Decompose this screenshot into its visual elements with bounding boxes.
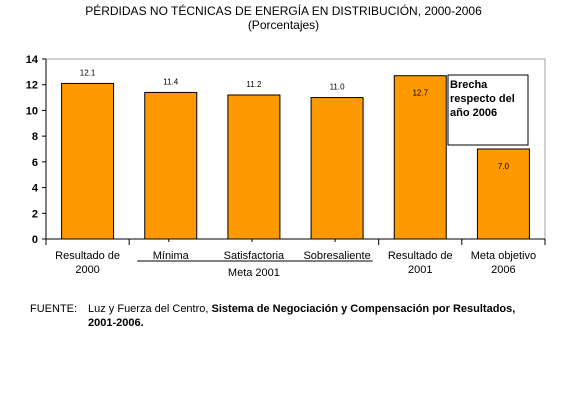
bar-chart: 0 2 4 6 8 10 12 14 12.1 11.4 11.2 11.0 12.7 7.0 Result… [26,54,546,279]
chart-title: PÉRDIDAS NO TÉCNICAS DE ENERGÍA EN DISTR… [85,4,482,18]
source-bold: Sistema de Negociación y Compensación po… [211,303,516,315]
y-tick-label: 6 [32,157,38,169]
category-label: Resultado de [388,250,453,262]
source-label: FUENTE: [30,303,78,315]
y-tick-label: 4 [32,183,39,195]
y-tick-label: 2 [32,208,38,220]
bar [227,94,281,240]
y-tick-label: 12 [26,80,38,92]
annotation-text: respecto del [450,93,515,105]
category-label: Meta objetivo [471,250,536,262]
data-label: 7.0 [498,162,510,171]
category-label: 2006 [491,264,515,276]
group-label: Meta 2001 [228,267,280,279]
bar [393,75,447,240]
category-label: Sobresaliente [303,250,370,262]
y-tick-label: 8 [32,131,38,143]
bar [144,91,198,240]
annotation-text: año 2006 [450,107,497,119]
category-label: Mínima [153,250,190,262]
annotation-text: Brecha [450,79,488,91]
data-label: 11.2 [246,80,262,89]
y-tick-label: 10 [26,105,38,117]
source-bold-years: 2001-2006. [88,317,144,329]
bar [476,148,530,240]
category-label: 2001 [408,264,432,276]
category-label: 2000 [75,264,99,276]
bar [61,82,115,240]
y-tick-label: 0 [32,234,38,246]
annotation-box [447,74,529,146]
source-text: Luz y Fuerza del Centro, Sistema de Nego… [88,302,558,330]
data-label: 12.7 [412,89,428,98]
data-label: 11.0 [330,83,346,92]
category-label: Resultado de [55,250,120,262]
y-tick-label: 14 [26,54,39,66]
source-plain: Luz y Fuerza del Centro, [88,303,212,315]
data-label: 11.4 [163,77,179,86]
data-label: 12.1 [80,68,96,77]
category-label: Satisfactoria [224,250,285,262]
bar [310,97,364,240]
chart-subtitle: (Porcentajes) [247,18,320,32]
